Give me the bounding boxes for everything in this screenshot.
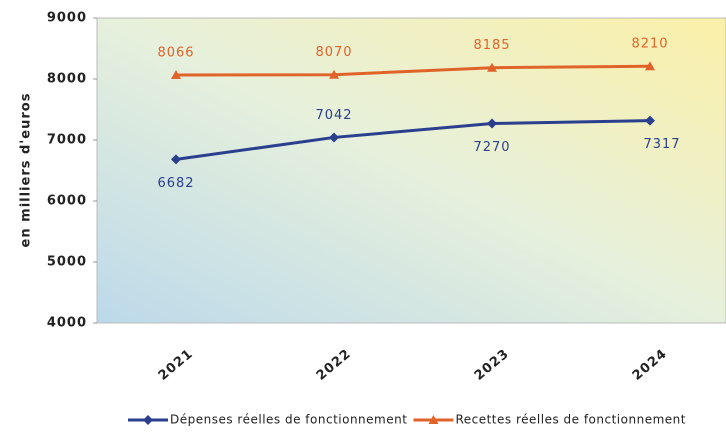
marker: [143, 415, 153, 425]
y-tick-label: 6000: [47, 194, 87, 209]
x-tick-label: 2023: [472, 346, 512, 383]
y-tick-label: 5000: [47, 255, 87, 270]
data-label: 7317: [643, 137, 680, 152]
marker: [171, 69, 181, 79]
x-tick-label: 2021: [156, 346, 196, 383]
marker: [428, 415, 439, 424]
data-label: 7042: [315, 108, 352, 123]
marker: [487, 118, 497, 129]
data-label: 8210: [631, 37, 668, 52]
marker: [645, 115, 655, 126]
data-label: 8185: [473, 38, 510, 53]
marker: [329, 132, 339, 143]
data-label: 8066: [157, 45, 194, 60]
y-tick-label: 9000: [47, 11, 87, 26]
plot-area: [96, 17, 726, 324]
y-tick-label: 7000: [47, 133, 87, 148]
series-line: [175, 64, 651, 77]
data-label: 6682: [157, 176, 194, 191]
x-tick-label: 2022: [314, 346, 354, 383]
y-tick-label: 4000: [47, 316, 87, 331]
marker: [645, 61, 655, 71]
marker: [329, 69, 339, 79]
legend-label: Dépenses réelles de fonctionnement: [170, 413, 407, 427]
data-label: 8070: [315, 45, 352, 60]
x-tick-label: 2024: [630, 346, 670, 383]
legend-label: Recettes réelles de fonctionnement: [455, 413, 686, 427]
y-tick-label: 8000: [47, 72, 87, 87]
marker: [171, 154, 181, 165]
y-axis-label: en milliers d'euros: [19, 93, 34, 248]
data-label: 7270: [473, 140, 510, 155]
series-line: [175, 119, 651, 161]
marker: [487, 62, 497, 72]
